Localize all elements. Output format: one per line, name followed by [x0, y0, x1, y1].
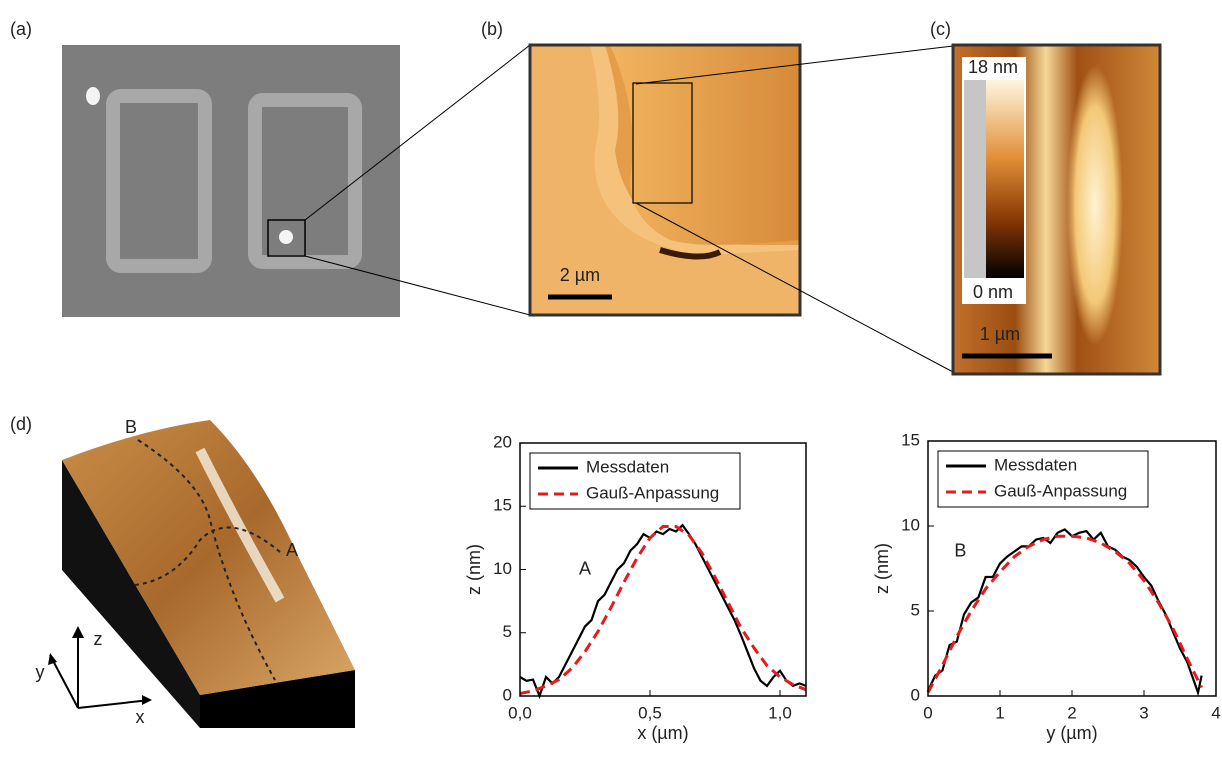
y-tick-label: 20	[493, 432, 512, 451]
spot	[86, 87, 100, 105]
x-tick-label: 4	[1211, 703, 1220, 722]
legend-label: Gauß-Anpassung	[994, 481, 1127, 500]
x-tick-label: 2	[1067, 703, 1076, 722]
x-tick-label: 1	[995, 703, 1004, 722]
x-tick-label: 0,0	[508, 703, 532, 722]
y-tick-label: 5	[503, 622, 512, 641]
annotation: B	[954, 540, 966, 560]
y-axis-label: z (nm)	[872, 543, 892, 594]
y-tick-label: 0	[911, 685, 920, 704]
colorbar-track	[964, 80, 986, 278]
x-tick-label: 3	[1139, 703, 1148, 722]
y-tick-label: 15	[901, 430, 920, 449]
y-axis-label: z (nm)	[464, 544, 484, 595]
x-tick-label: 0	[923, 703, 932, 722]
legend-label: Messdaten	[994, 455, 1077, 474]
colorbar-label: 0 nm	[973, 282, 1013, 302]
legend-label: Gauß-Anpassung	[586, 483, 719, 502]
y-tick-label: 0	[503, 685, 512, 704]
panel-label: (c)	[930, 19, 951, 39]
panel-label: (d)	[10, 414, 32, 434]
data-line	[520, 525, 806, 696]
axis-glyph-label: y	[36, 662, 45, 682]
y-tick-label: 10	[493, 559, 512, 578]
y-tick-label: 10	[901, 515, 920, 534]
y-tick-label: 5	[911, 600, 920, 619]
scale-label: 2 µm	[560, 265, 600, 285]
x-axis-label: y (µm)	[1046, 723, 1097, 743]
y-tick-label: 15	[493, 496, 512, 515]
page: (a) (b) 2 µm (c) 18 nm 0 nm 1 µm (d) B A…	[0, 0, 1222, 769]
data-line	[928, 529, 1202, 692]
scale-label: 1 µm	[980, 324, 1020, 344]
x-tick-label: 1,0	[768, 703, 792, 722]
annotation: A	[579, 558, 591, 578]
legend-label: Messdaten	[586, 457, 669, 476]
structure	[1067, 65, 1123, 345]
colorbar	[986, 80, 1024, 278]
axis-glyph-label: z	[94, 629, 103, 649]
profile-label: A	[286, 540, 298, 560]
data-line	[928, 536, 1202, 692]
x-tick-label: 0,5	[638, 703, 662, 722]
profile-label: B	[125, 417, 137, 437]
panel-label: (b)	[481, 19, 503, 39]
spot	[279, 230, 293, 244]
colorbar-label: 18 nm	[968, 57, 1018, 77]
axis-glyph-label: x	[136, 707, 145, 727]
figure: (a) (b) 2 µm (c) 18 nm 0 nm 1 µm (d) B A…	[0, 0, 1222, 764]
panel-label: (a)	[10, 19, 32, 39]
x-axis-label: x (µm)	[637, 723, 688, 743]
